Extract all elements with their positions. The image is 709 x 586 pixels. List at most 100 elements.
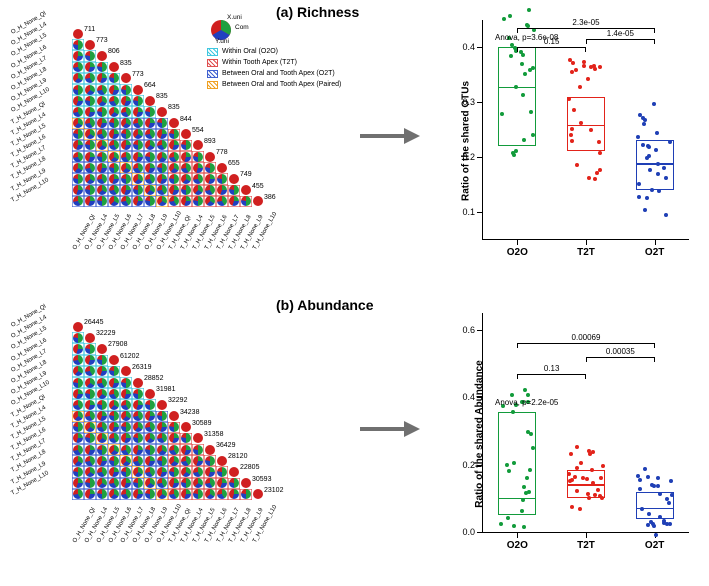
pie-icon xyxy=(193,152,203,162)
data-point xyxy=(528,68,532,72)
diag-pie-icon xyxy=(229,174,239,184)
matrix-cell xyxy=(84,489,96,500)
diag-pie-icon xyxy=(193,140,203,150)
data-point xyxy=(508,14,512,18)
data-point xyxy=(652,484,656,488)
data-point xyxy=(656,476,660,480)
matrix-cell xyxy=(84,173,96,184)
matrix-cell xyxy=(168,466,180,477)
col-label: T_H_None_L7 xyxy=(216,531,227,544)
data-point xyxy=(512,461,516,465)
pie-icon xyxy=(169,456,179,466)
data-point xyxy=(571,61,575,65)
pie-icon xyxy=(109,118,119,128)
matrix-cell: 30593 xyxy=(240,478,252,489)
pie-icon xyxy=(73,118,83,128)
matrix-cell xyxy=(180,151,192,162)
matrix-cell xyxy=(84,62,96,73)
diag-pie-icon xyxy=(109,355,119,365)
pie-icon xyxy=(73,456,83,466)
data-point xyxy=(575,489,579,493)
matrix-cell xyxy=(144,50,156,61)
matrix-cell xyxy=(96,444,108,455)
matrix-cell xyxy=(108,489,120,500)
matrix-cell xyxy=(228,478,240,489)
pie-icon xyxy=(145,118,155,128)
matrix-cell xyxy=(108,173,120,184)
matrix-cell xyxy=(204,173,216,184)
matrix-cell xyxy=(168,140,180,151)
pie-icon xyxy=(109,96,119,106)
matrix-cell xyxy=(84,399,96,410)
pie-icon xyxy=(133,489,143,499)
pie-icon xyxy=(157,411,167,421)
pie-icon xyxy=(205,467,215,477)
matrix-cell xyxy=(96,173,108,184)
comparison-label: 1.4e-05 xyxy=(607,29,634,38)
matrix-cell: 22805 xyxy=(228,466,240,477)
data-point xyxy=(591,450,595,454)
matrix-cell xyxy=(228,399,240,410)
matrix-cell xyxy=(144,118,156,129)
pie-icon xyxy=(229,478,239,488)
matrix-cell xyxy=(120,444,132,455)
data-point xyxy=(572,108,576,112)
matrix-cell xyxy=(216,129,228,140)
col-label: T_H_None_L9 xyxy=(240,531,251,544)
data-point xyxy=(509,54,513,58)
data-point xyxy=(568,58,572,62)
data-point xyxy=(505,463,509,467)
pie-icon xyxy=(85,489,95,499)
matrix-cell xyxy=(180,118,192,129)
pie-icon xyxy=(85,366,95,376)
col-label: O_H_None_L10 xyxy=(156,238,167,251)
diag-pie-icon xyxy=(217,163,227,173)
matrix-cell xyxy=(240,140,252,151)
matrix-cell xyxy=(156,62,168,73)
matrix-cell xyxy=(192,106,204,117)
data-point xyxy=(645,196,649,200)
data-point xyxy=(528,468,532,472)
matrix-cell xyxy=(96,118,108,129)
pie-icon xyxy=(121,445,131,455)
matrix-cell xyxy=(156,196,168,207)
diag-value: 386 xyxy=(264,194,276,201)
matrix-cell xyxy=(96,399,108,410)
diag-pie-icon xyxy=(157,107,167,117)
matrix-cell xyxy=(204,185,216,196)
matrix-cell xyxy=(84,118,96,129)
matrix-cell xyxy=(84,28,96,39)
matrix-cell xyxy=(180,478,192,489)
data-point xyxy=(569,452,573,456)
matrix-cell xyxy=(96,95,108,106)
matrix-cell xyxy=(192,39,204,50)
pie-icon xyxy=(169,478,179,488)
diag-pie-icon xyxy=(109,62,119,72)
diag-pie-icon xyxy=(181,422,191,432)
matrix-cell xyxy=(168,73,180,84)
pie-icon xyxy=(205,185,215,195)
pie-icon xyxy=(121,129,131,139)
pie-icon xyxy=(121,163,131,173)
matrix-cell xyxy=(132,321,144,332)
data-point xyxy=(570,505,574,509)
matrix-cell xyxy=(132,95,144,106)
pie-icon xyxy=(121,456,131,466)
matrix-cell xyxy=(216,50,228,61)
matrix-cell xyxy=(96,106,108,117)
pie-icon xyxy=(109,378,119,388)
matrix-cell xyxy=(168,433,180,444)
matrix-cell xyxy=(96,478,108,489)
matrix-cell xyxy=(108,377,120,388)
pie-icon xyxy=(193,489,203,499)
matrix-cell xyxy=(132,106,144,117)
col-label: T_H_None_L6 xyxy=(204,531,215,544)
matrix-cell xyxy=(180,173,192,184)
matrix-cell xyxy=(192,196,204,207)
matrix-cell xyxy=(108,129,120,140)
diag-pie-icon xyxy=(253,489,263,499)
pie-icon xyxy=(133,400,143,410)
matrix-cell xyxy=(72,377,84,388)
matrix-cell xyxy=(72,478,84,489)
matrix-cell xyxy=(96,151,108,162)
